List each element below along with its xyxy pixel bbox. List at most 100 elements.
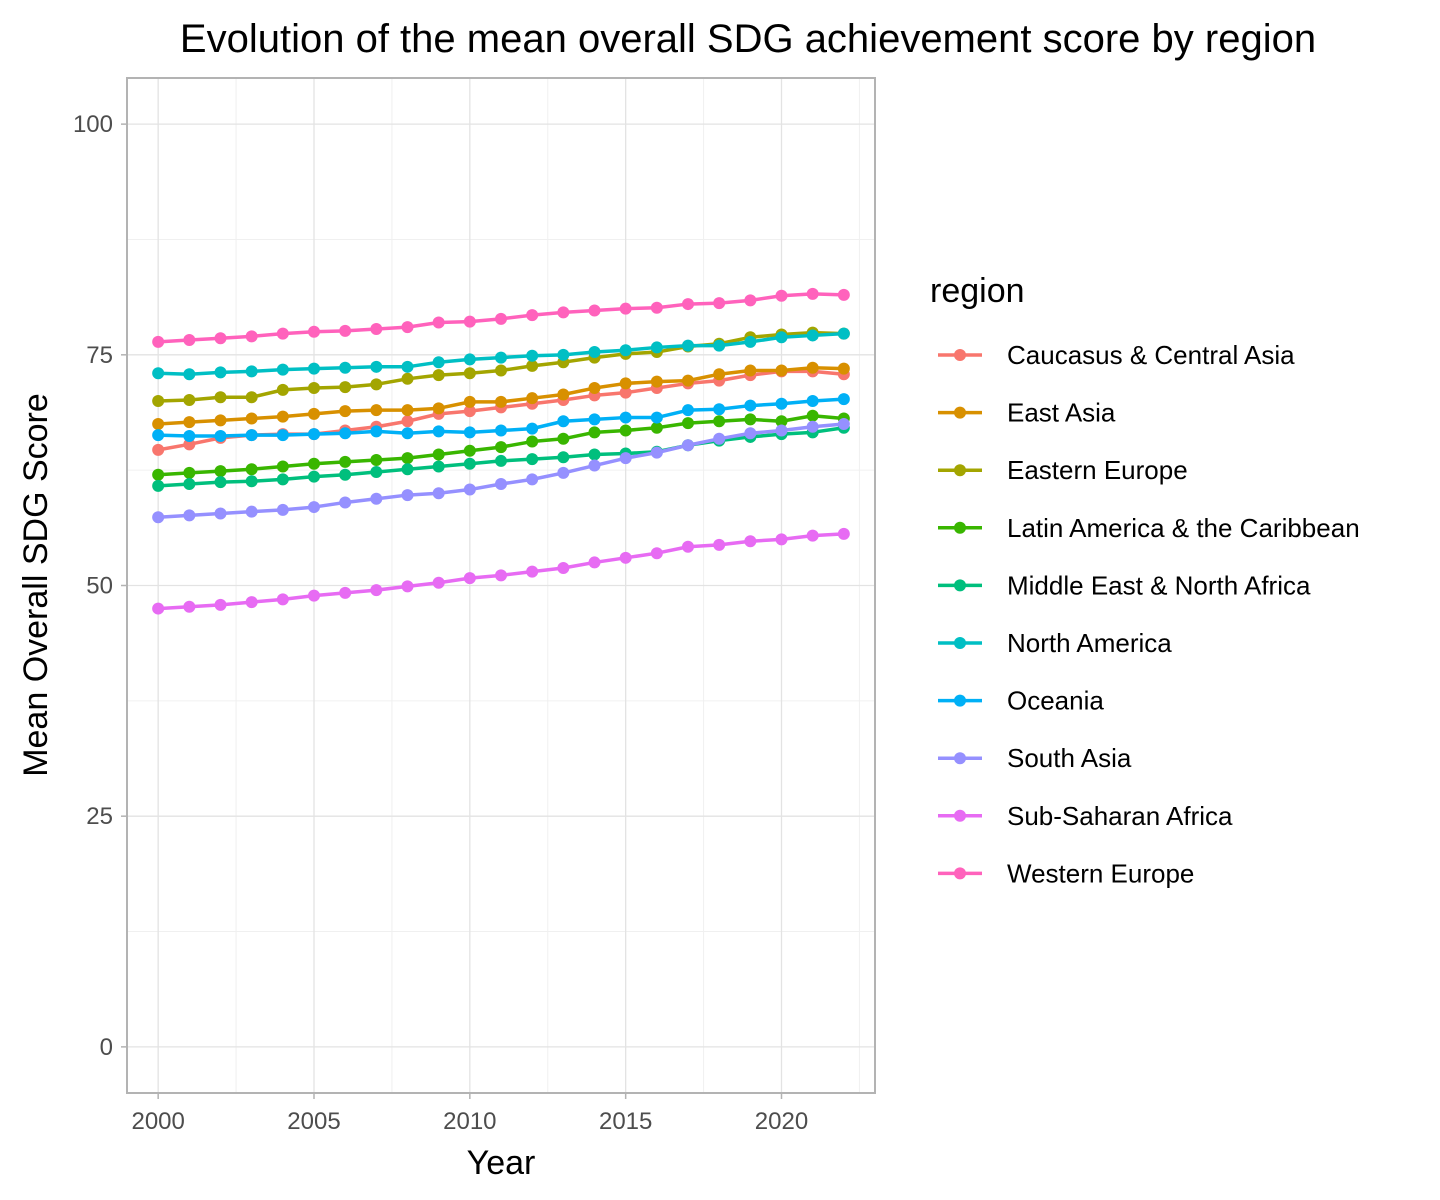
series-layer: [152, 287, 850, 615]
legend-key-point: [954, 637, 966, 649]
data-point: [370, 454, 383, 467]
data-point: [806, 361, 819, 374]
legend-label: Oceania: [1007, 686, 1104, 716]
legend-key-point: [954, 521, 966, 534]
data-point: [214, 507, 227, 520]
data-point: [308, 362, 320, 375]
data-point: [806, 529, 819, 542]
data-point: [183, 478, 196, 490]
data-point: [495, 351, 507, 364]
data-point: [339, 427, 352, 440]
data-point: [837, 393, 850, 406]
data-point: [339, 361, 352, 374]
data-point: [650, 421, 663, 434]
data-point: [619, 551, 632, 564]
data-point: [214, 391, 227, 404]
data-point: [619, 386, 632, 399]
x-tick-label: 2005: [287, 1108, 340, 1135]
legend-key-point: [954, 464, 966, 477]
x-tick-label: 2015: [599, 1108, 652, 1135]
series-6: [152, 327, 850, 381]
data-point: [339, 468, 352, 481]
data-point: [401, 427, 414, 440]
legend-item: Sub-Saharan Africa: [938, 801, 1233, 831]
data-point: [588, 346, 601, 359]
data-point: [588, 413, 601, 426]
data-point: [650, 301, 663, 314]
data-point: [557, 561, 570, 574]
data-point: [837, 527, 850, 540]
data-point: [339, 496, 352, 509]
data-point: [370, 404, 383, 417]
data-point: [245, 412, 258, 425]
data-point: [682, 439, 694, 452]
data-point: [495, 478, 507, 490]
data-point: [432, 448, 445, 461]
data-point: [619, 452, 632, 465]
data-point: [526, 359, 539, 372]
data-point: [837, 362, 850, 375]
data-point: [463, 395, 476, 408]
legend: region Caucasus & Central Asia East Asia E…: [930, 272, 1360, 888]
data-point: [495, 312, 507, 325]
data-point: [526, 422, 539, 435]
data-point: [806, 329, 819, 342]
data-point: [276, 503, 289, 516]
data-point: [463, 426, 476, 439]
data-point: [183, 368, 196, 381]
data-point: [245, 365, 258, 378]
data-point: [214, 332, 227, 345]
data-point: [152, 479, 165, 492]
data-point: [432, 460, 445, 473]
data-point: [650, 446, 663, 459]
data-point: [495, 454, 507, 467]
data-point: [775, 331, 788, 344]
y-tick-label: 75: [86, 342, 113, 369]
data-point: [401, 360, 414, 373]
data-point: [401, 321, 414, 334]
data-point: [837, 418, 850, 431]
data-point: [526, 392, 539, 405]
data-point: [495, 395, 507, 408]
data-point: [526, 349, 539, 362]
data-point: [588, 382, 601, 395]
data-point: [152, 602, 165, 615]
legend-label: Western Europe: [1007, 858, 1194, 888]
data-point: [183, 416, 196, 429]
x-tick-label: 2020: [755, 1108, 808, 1135]
data-point: [401, 372, 414, 385]
data-point: [276, 383, 289, 396]
legend-item: Middle East & North Africa: [938, 570, 1311, 600]
legend-item: Caucasus & Central Asia: [938, 340, 1295, 370]
legend-label: Caucasus & Central Asia: [1007, 340, 1295, 370]
legend-key-point: [954, 752, 966, 765]
data-point: [526, 565, 539, 578]
data-point: [245, 596, 258, 609]
data-point: [588, 426, 601, 439]
data-point: [401, 415, 414, 428]
series-8: [152, 418, 850, 524]
legend-label: North America: [1007, 628, 1172, 658]
y-tick-label: 50: [86, 573, 113, 600]
data-point: [308, 589, 320, 602]
data-point: [713, 432, 726, 445]
legend-item: Oceania: [938, 686, 1104, 716]
data-point: [245, 505, 258, 518]
data-point: [682, 339, 694, 352]
data-point: [432, 425, 445, 438]
data-point: [276, 473, 289, 486]
data-point: [463, 367, 476, 380]
data-point: [806, 287, 819, 300]
data-point: [401, 452, 414, 465]
data-point: [308, 428, 320, 441]
data-point: [650, 341, 663, 354]
data-point: [744, 413, 757, 426]
data-point: [152, 418, 165, 431]
data-point: [308, 407, 320, 420]
data-point: [276, 593, 289, 606]
data-point: [463, 444, 476, 457]
data-point: [245, 463, 258, 476]
data-point: [682, 404, 694, 417]
legend-item: East Asia: [938, 398, 1116, 428]
data-point: [526, 453, 539, 466]
